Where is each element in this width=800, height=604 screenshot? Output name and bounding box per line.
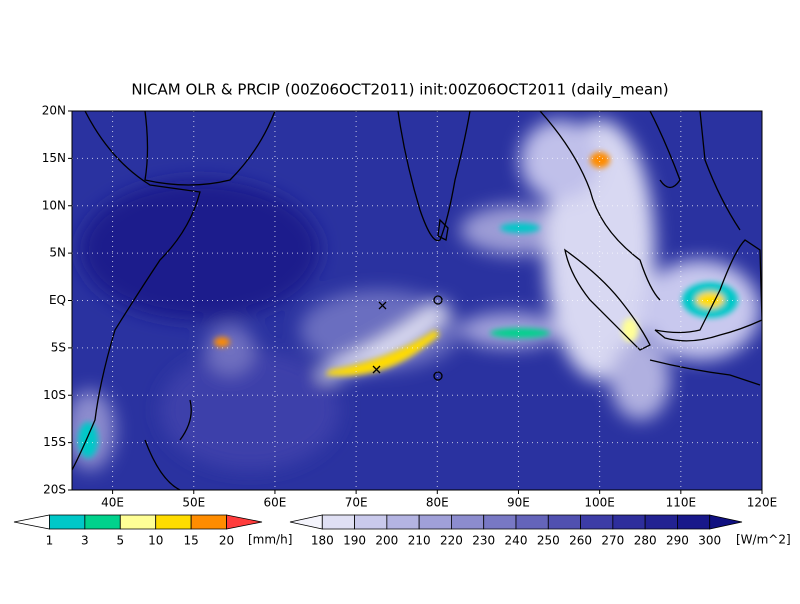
x-tick-label: 40E — [101, 496, 124, 510]
colorbar-label: 200 — [375, 534, 398, 548]
colorbar-label: 260 — [569, 534, 592, 548]
y-tick-label: 5S — [51, 340, 66, 354]
y-tick-label: 10N — [42, 198, 66, 212]
circle-marker — [433, 371, 443, 381]
colorbar-unit: [mm/h] — [248, 533, 292, 547]
x-marker — [372, 365, 381, 374]
map-field — [72, 111, 762, 490]
color-swatch — [709, 514, 743, 530]
cloud-field — [72, 120, 760, 470]
colorbar-label: 290 — [666, 534, 689, 548]
color-swatch — [580, 514, 614, 530]
colorbar-label: 3 — [81, 534, 89, 548]
color-swatch — [84, 514, 121, 530]
color-swatch — [190, 514, 227, 530]
y-tick-label: 20N — [42, 104, 66, 118]
color-swatch — [515, 514, 549, 530]
color-swatch — [612, 514, 646, 530]
color-swatch — [547, 514, 581, 530]
graticule — [72, 111, 762, 490]
colorbar-label: 10 — [148, 534, 163, 548]
colorbar-label: 280 — [634, 534, 657, 548]
x-tick-label: 60E — [264, 496, 287, 510]
colorbar-label: 15 — [184, 534, 199, 548]
colorbar-label: 270 — [601, 534, 624, 548]
color-swatch — [483, 514, 517, 530]
coastlines — [72, 111, 762, 490]
color-swatch — [155, 514, 192, 530]
color-swatch — [451, 514, 485, 530]
colorbar-label: 1 — [46, 534, 54, 548]
color-swatch — [226, 514, 263, 530]
colorbar-label: 220 — [440, 534, 463, 548]
x-tick-label: 70E — [345, 496, 368, 510]
markers — [372, 295, 443, 381]
colorbar-label: 20 — [219, 534, 234, 548]
color-swatch — [386, 514, 420, 530]
x-tick-label: 90E — [507, 496, 530, 510]
y-tick-label: 10S — [43, 388, 66, 402]
precip-field — [78, 152, 738, 458]
color-swatch — [354, 514, 388, 530]
color-swatch — [418, 514, 452, 530]
colorbar-label: 5 — [116, 534, 124, 548]
olr-colorbar: 180 190 200 210 220 230 240 250 260 270 280 290 300 [… — [289, 514, 791, 548]
y-tick-label: 20S — [43, 483, 66, 497]
colorbar-label: 240 — [505, 534, 528, 548]
title: NICAM OLR & PRCIP (00Z06OCT2011) init:00… — [131, 81, 668, 100]
colorbar-label: 300 — [698, 534, 721, 548]
color-swatch — [49, 514, 86, 530]
x-tick-label: 100E — [584, 496, 615, 510]
axes: 40E 50E 60E 70E 80E 90E 100E 110E 120E 20N 15N 10N 5… — [42, 104, 778, 510]
x-tick-label: 50E — [182, 496, 205, 510]
x-tick-label: 120E — [747, 496, 778, 510]
color-swatch — [119, 514, 157, 530]
y-tick-label: 15S — [43, 435, 66, 449]
x-marker — [378, 301, 387, 310]
colorbar-label: 190 — [343, 534, 366, 548]
y-tick-label: 15N — [42, 151, 66, 165]
circle-marker — [433, 295, 443, 305]
color-swatch — [321, 514, 355, 530]
color-swatch — [13, 514, 50, 530]
colorbar-label: 230 — [472, 534, 495, 548]
precip-colorbar: 1 3 5 10 15 20 [mm/h] — [13, 514, 292, 548]
color-swatch — [677, 514, 711, 530]
color-swatch — [289, 514, 323, 530]
y-tick-label: EQ — [49, 293, 66, 307]
colorbar-label: 210 — [408, 534, 431, 548]
colorbar-label: 250 — [537, 534, 560, 548]
color-swatch — [644, 514, 678, 530]
colorbar-label: 180 — [311, 534, 334, 548]
x-tick-label: 80E — [426, 496, 449, 510]
x-tick-label: 110E — [666, 496, 697, 510]
colorbar-unit: [W/m^2] — [736, 533, 791, 547]
y-tick-label: 5N — [49, 246, 66, 260]
